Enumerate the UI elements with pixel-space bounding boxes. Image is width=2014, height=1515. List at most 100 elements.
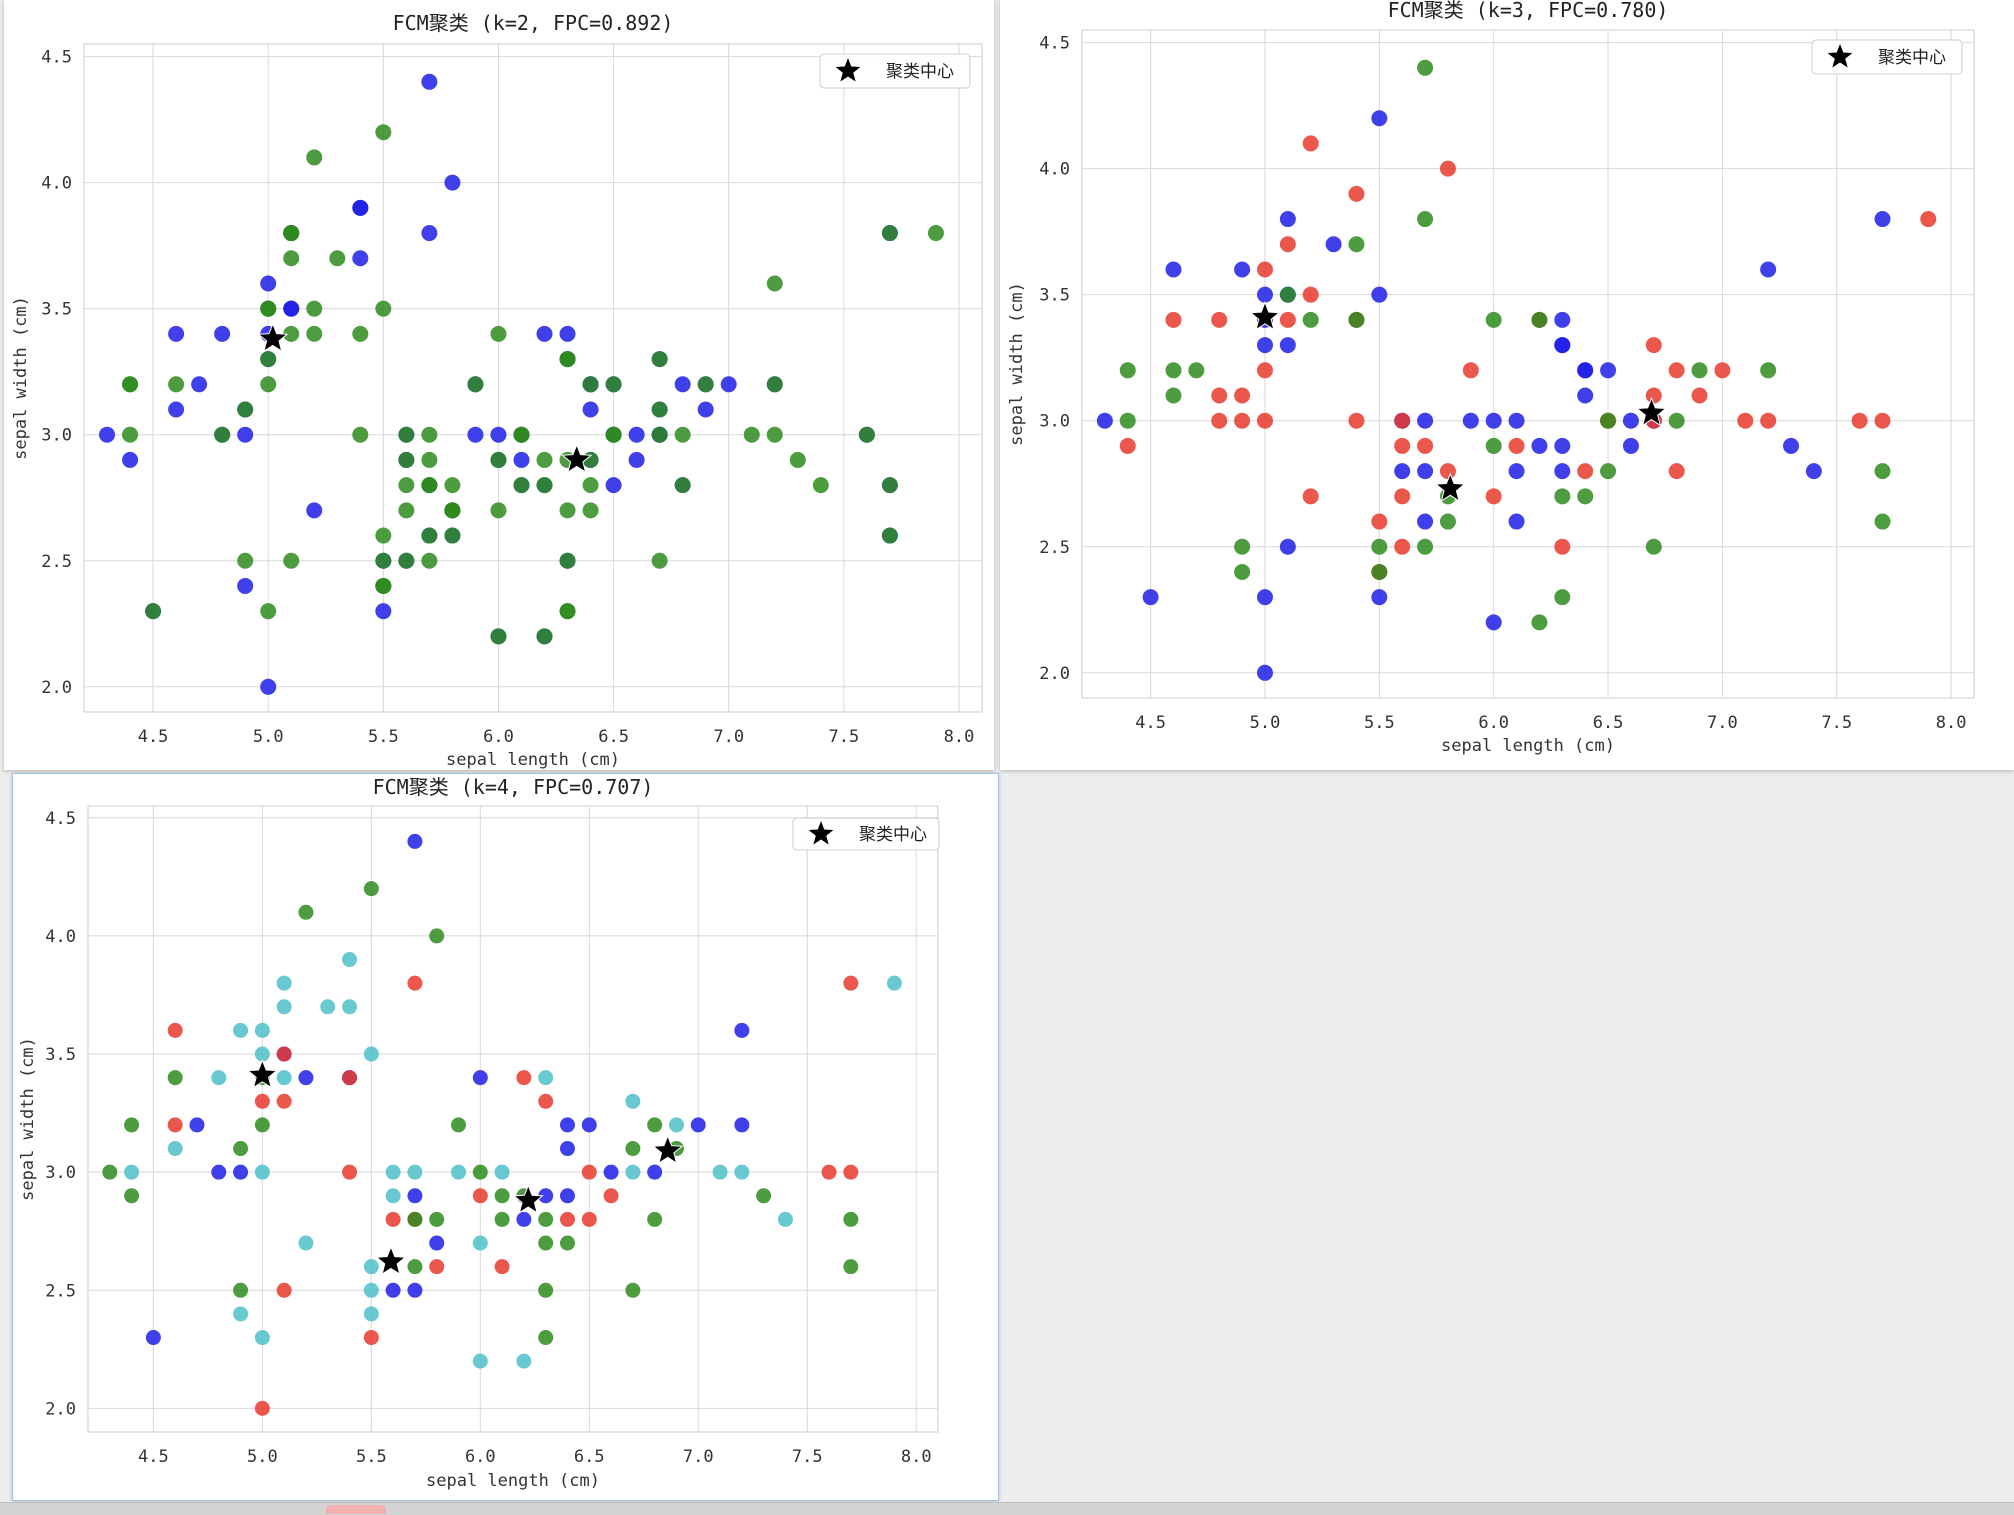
data-point (1371, 589, 1388, 606)
data-point (363, 1330, 379, 1346)
data-point (821, 1164, 837, 1180)
data-point (1256, 589, 1273, 606)
y-tick-label: 4.5 (1039, 34, 1070, 54)
data-point (385, 1282, 401, 1298)
x-tick-label: 5.0 (253, 727, 284, 747)
data-point (363, 1306, 379, 1322)
x-tick-label: 6.0 (1478, 713, 1509, 733)
plot-area (1081, 29, 1975, 699)
data-point (1874, 513, 1891, 530)
data-point (1668, 463, 1685, 480)
data-point (1371, 286, 1388, 303)
data-point (1485, 412, 1502, 429)
data-point (559, 1235, 575, 1251)
data-point (1851, 412, 1868, 429)
plot-area (83, 43, 983, 713)
data-point (342, 999, 358, 1015)
data-point (260, 351, 277, 368)
data-point (237, 401, 254, 418)
data-point (472, 1188, 488, 1204)
x-tick-label: 5.0 (1250, 713, 1281, 733)
data-point (398, 477, 415, 494)
data-point (1119, 362, 1136, 379)
x-tick-label: 7.0 (683, 1447, 714, 1467)
data-point (789, 451, 806, 468)
data-point (581, 1164, 597, 1180)
data-point (1577, 463, 1594, 480)
data-point (385, 1188, 401, 1204)
x-tick-label: 7.5 (828, 727, 859, 747)
data-point (605, 477, 622, 494)
x-tick-label: 6.0 (483, 727, 514, 747)
data-point (1234, 261, 1251, 278)
data-point (697, 401, 714, 418)
bottom-tab-indicator[interactable] (326, 1505, 386, 1514)
data-point (1348, 185, 1365, 202)
data-point (1302, 311, 1319, 328)
legend: 聚类中心 (819, 53, 971, 89)
data-point (254, 1022, 270, 1038)
data-point (668, 1117, 684, 1133)
data-point (1485, 614, 1502, 631)
data-point (559, 502, 576, 519)
data-point (214, 325, 231, 342)
data-point (407, 1259, 423, 1275)
data-point (1348, 236, 1365, 253)
data-point (559, 1188, 575, 1204)
data-point (1165, 387, 1182, 404)
data-point (467, 426, 484, 443)
data-point (352, 199, 369, 216)
data-point (237, 577, 254, 594)
data-point (881, 527, 898, 544)
data-point (647, 1164, 663, 1180)
y-axis-label: sepal width (cm) (1007, 282, 1027, 446)
data-point (1165, 261, 1182, 278)
data-point (674, 376, 691, 393)
data-point (1394, 463, 1411, 480)
data-point (283, 300, 300, 317)
data-point (363, 1282, 379, 1298)
data-point (1096, 412, 1113, 429)
data-point (421, 426, 438, 443)
x-tick-label: 7.0 (1707, 713, 1738, 733)
data-point (1417, 463, 1434, 480)
legend: 聚类中心 (1811, 39, 1963, 75)
data-point (451, 1164, 467, 1180)
legend-star-icon (1827, 44, 1853, 68)
data-point (260, 300, 277, 317)
data-point (1760, 362, 1777, 379)
data-point (237, 552, 254, 569)
data-point (559, 552, 576, 569)
data-point (1325, 236, 1342, 253)
bottom-scroll-bar[interactable] (0, 1502, 2014, 1515)
data-point (766, 426, 783, 443)
data-point (283, 225, 300, 242)
data-point (398, 552, 415, 569)
y-tick-label: 3.0 (1039, 412, 1070, 432)
data-point (398, 451, 415, 468)
data-point (407, 1211, 423, 1227)
data-point (444, 502, 461, 519)
data-point (536, 451, 553, 468)
data-point (260, 678, 277, 695)
x-tick-label: 5.5 (1364, 713, 1395, 733)
data-point (494, 1259, 510, 1275)
data-point (276, 1046, 292, 1062)
data-point (1462, 412, 1479, 429)
data-point (122, 376, 139, 393)
data-point (363, 1046, 379, 1062)
data-point (1668, 412, 1685, 429)
data-point (429, 1259, 445, 1275)
data-point (233, 1164, 249, 1180)
data-point (1645, 387, 1662, 404)
x-tick-label: 7.0 (713, 727, 744, 747)
data-point (582, 502, 599, 519)
data-point (363, 1259, 379, 1275)
data-point (1119, 437, 1136, 454)
x-tick-label: 8.0 (1936, 713, 1967, 733)
cluster-center-star (1434, 472, 1466, 503)
data-point (1234, 387, 1251, 404)
y-tick-label: 4.5 (41, 48, 72, 68)
y-tick-label: 2.5 (45, 1281, 76, 1301)
y-tick-label: 2.0 (45, 1399, 76, 1419)
